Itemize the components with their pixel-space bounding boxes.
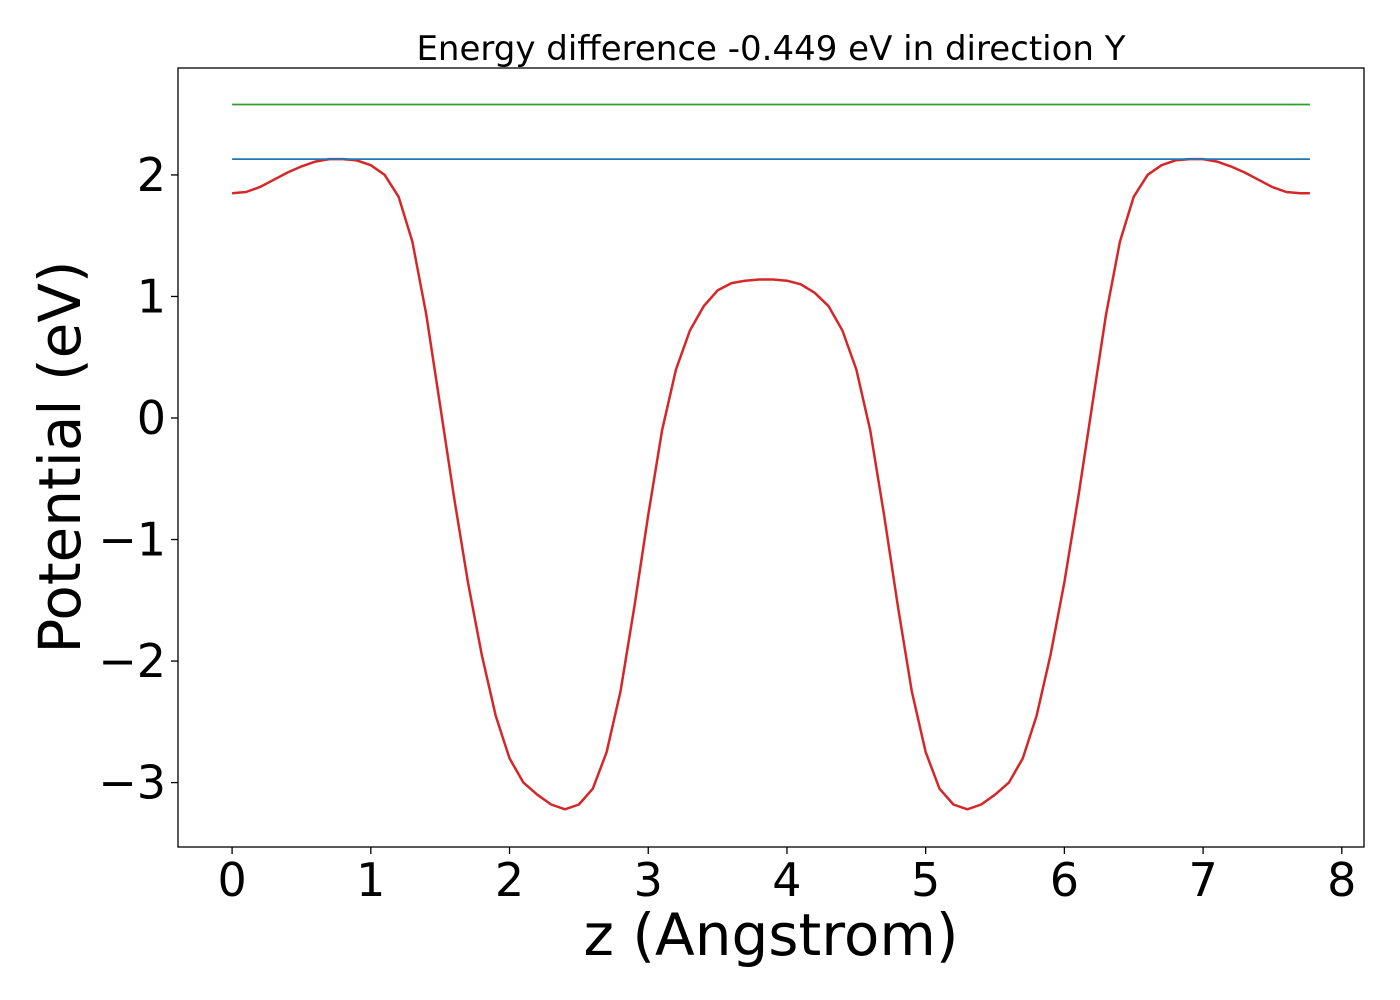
plot-frame [177, 67, 1365, 848]
y-axis-label: Potential (eV) [26, 260, 94, 653]
x-axis-label: z (Angstrom) [584, 901, 959, 969]
plot-lines [231, 103, 1310, 811]
y-tick-label: −1 [98, 513, 166, 567]
chart-title: Energy difference -0.449 eV in direction… [416, 29, 1125, 69]
x-tick-label: 4 [772, 853, 801, 907]
y-axis: −3 −2 −1 0 1 2 [98, 148, 178, 810]
x-axis: 0 1 2 3 4 5 6 7 8 [217, 847, 1356, 907]
y-tick-label: 2 [137, 148, 166, 202]
y-tick-label: 1 [137, 269, 166, 323]
x-tick-label: 2 [495, 853, 524, 907]
y-tick-label: −3 [98, 756, 166, 810]
x-tick-label: 1 [356, 853, 385, 907]
y-tick-label: 0 [137, 391, 166, 445]
y-tick-label: −2 [98, 634, 166, 688]
x-tick-label: 8 [1327, 853, 1356, 907]
x-tick-label: 3 [634, 853, 663, 907]
series-line-0 [231, 157, 1310, 811]
x-tick-label: 6 [1050, 853, 1079, 907]
x-tick-label: 0 [217, 853, 246, 907]
x-tick-label: 5 [911, 853, 940, 907]
x-tick-label: 7 [1188, 853, 1217, 907]
